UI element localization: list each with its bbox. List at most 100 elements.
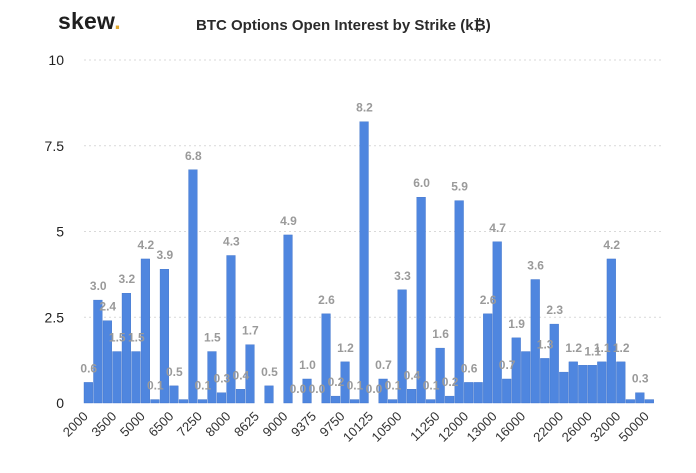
bar-3500 — [112, 351, 122, 404]
data-label-10625: 0.4 — [404, 368, 421, 382]
bar-6000 — [159, 269, 169, 404]
bar-40000 — [635, 392, 645, 404]
bar-11750 — [454, 200, 464, 404]
data-labels: 0.6 3.0 2.4 1.5 3.2 1.5 4.2 0.1 3.9 0.5 6.8 0.1 1.5 0… — [80, 101, 648, 396]
bar-6500 — [169, 385, 179, 404]
bar-3000 — [93, 299, 103, 404]
bar-11250 — [435, 347, 445, 404]
bar-36000 — [625, 399, 635, 404]
x-tick-label-9000: 9000 — [259, 409, 290, 440]
y-tick-label: 0 — [56, 395, 64, 411]
y-tick-label: 5 — [56, 224, 64, 240]
x-tick-label-8000: 8000 — [202, 409, 233, 440]
bar-7500 — [207, 351, 217, 404]
data-label-18000: 1.3 — [537, 337, 554, 351]
chart-title: BTC Options Open Interest by Strike (k₿) — [196, 17, 491, 34]
data-label-9500: 2.6 — [318, 293, 335, 307]
x-tick-label-11250: 11250 — [407, 409, 442, 444]
x-tick-label-8625: 8625 — [231, 409, 262, 440]
bar-7250 — [197, 399, 208, 404]
bar-24000 — [568, 361, 578, 404]
bar-32000 — [616, 361, 626, 404]
bar-10250 — [378, 378, 388, 404]
data-label-28000: 1.1 — [594, 341, 611, 355]
bar-10375 — [388, 399, 398, 404]
bar-26000 — [587, 365, 597, 404]
bar-30000 — [606, 258, 616, 404]
bar-4000 — [131, 351, 141, 404]
x-tick-label-22000: 22000 — [530, 409, 566, 445]
gridlines — [84, 59, 664, 318]
bar-3250 — [102, 320, 112, 404]
data-label-10375: 0.1 — [385, 379, 402, 393]
bar-5000 — [140, 258, 150, 404]
data-label-9875: 0.1 — [347, 379, 364, 393]
data-label-30000: 4.2 — [603, 238, 620, 252]
x-tick-label-50000: 50000 — [616, 409, 652, 445]
y-axis: 0 2.5 5 7.5 10 — [45, 52, 65, 411]
bar-28000 — [597, 361, 607, 404]
data-label-9375: 0.0 — [309, 382, 326, 396]
data-label-12000: 0.6 — [461, 361, 478, 375]
data-label-10000: 8.2 — [356, 101, 373, 115]
data-label-10250: 0.7 — [375, 358, 392, 372]
data-label-9250: 1.0 — [299, 358, 316, 372]
y-tick-label: 10 — [48, 52, 64, 68]
bar-12750 — [483, 313, 493, 404]
bar-9000 — [283, 234, 293, 404]
data-label-9125: 0.0 — [290, 382, 307, 396]
data-label-40000: 0.3 — [632, 372, 649, 386]
x-tick-label-2000: 2000 — [60, 409, 91, 440]
data-label-6500: 0.5 — [166, 365, 183, 379]
bar-9625 — [331, 395, 341, 404]
data-label-5500: 0.1 — [147, 379, 164, 393]
bars — [83, 121, 654, 404]
data-label-20000: 2.3 — [546, 303, 563, 317]
data-label-8250: 0.4 — [233, 368, 250, 382]
data-label-11000: 0.1 — [423, 379, 440, 393]
bar-9750 — [340, 361, 350, 404]
skew-logo: skew. — [58, 8, 121, 35]
bar-15000 — [511, 337, 521, 404]
bar-11500 — [445, 395, 455, 404]
data-label-7000: 6.8 — [185, 149, 202, 163]
bar-9875 — [350, 399, 360, 404]
data-label-17000: 3.6 — [527, 259, 544, 273]
data-label-11250: 1.6 — [432, 327, 449, 341]
bar-8250 — [235, 389, 246, 404]
data-label-8500: 1.7 — [242, 324, 259, 338]
x-tick-label-26000: 26000 — [559, 409, 595, 445]
data-label-3500: 1.5 — [109, 331, 126, 345]
data-label-32000: 1.2 — [613, 341, 630, 355]
data-label-13000: 4.7 — [489, 221, 506, 235]
data-label-9625: 0.2 — [328, 375, 345, 389]
data-label-6000: 3.9 — [156, 248, 173, 262]
data-label-7250: 0.1 — [195, 379, 212, 393]
bar-12000 — [464, 382, 474, 404]
x-tick-label-10500: 10500 — [368, 409, 404, 445]
bar-17000 — [530, 279, 540, 404]
bar-10625 — [407, 389, 417, 404]
brand-name: skew — [58, 8, 115, 34]
x-tick-label-6500: 6500 — [145, 409, 176, 440]
bar-16000 — [521, 351, 531, 404]
bar-7750 — [216, 392, 227, 404]
data-label-4000: 1.5 — [128, 331, 145, 345]
bar-8000 — [226, 255, 236, 404]
data-label-10125: 0.0 — [366, 382, 383, 396]
data-label-8750: 0.5 — [261, 365, 278, 379]
bar-22000 — [559, 371, 569, 404]
bar-9500 — [321, 313, 331, 404]
data-label-9750: 1.2 — [337, 341, 354, 355]
data-label-3750: 3.2 — [118, 272, 135, 286]
bar-9250 — [302, 378, 312, 404]
bar-18000 — [540, 358, 550, 404]
data-label-3250: 2.4 — [99, 300, 116, 314]
bar-7000 — [188, 169, 198, 404]
data-label-2000: 0.6 — [80, 361, 97, 375]
bar-10000 — [359, 121, 369, 404]
x-tick-label-10125: 10125 — [340, 409, 376, 445]
x-tick-label-7250: 7250 — [174, 409, 205, 440]
data-label-7500: 1.5 — [204, 331, 221, 345]
